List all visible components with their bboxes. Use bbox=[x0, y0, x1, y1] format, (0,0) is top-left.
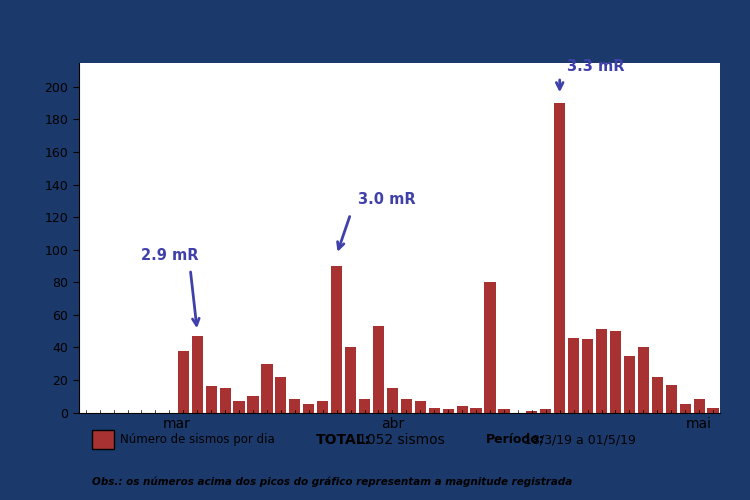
Bar bbox=[624, 356, 635, 412]
Bar bbox=[457, 406, 468, 412]
Bar bbox=[582, 339, 593, 412]
Bar bbox=[192, 336, 202, 412]
Bar bbox=[442, 409, 454, 412]
Bar bbox=[317, 401, 328, 412]
Text: 1052 sismos: 1052 sismos bbox=[358, 432, 445, 446]
Bar bbox=[610, 331, 621, 412]
Bar bbox=[387, 388, 398, 412]
Bar bbox=[666, 385, 676, 412]
FancyBboxPatch shape bbox=[92, 430, 114, 449]
Bar bbox=[707, 408, 718, 412]
Bar bbox=[275, 376, 286, 412]
Bar bbox=[680, 404, 691, 412]
Bar bbox=[429, 408, 439, 412]
Bar bbox=[206, 386, 217, 412]
Bar bbox=[303, 404, 314, 412]
Bar bbox=[248, 396, 259, 412]
Bar bbox=[526, 411, 538, 412]
Bar bbox=[554, 103, 566, 412]
Text: 3.3 mR: 3.3 mR bbox=[567, 59, 624, 74]
Bar bbox=[652, 376, 663, 412]
Text: 3.0 mR: 3.0 mR bbox=[358, 192, 416, 208]
Bar bbox=[178, 350, 189, 412]
Text: TOTAL:: TOTAL: bbox=[316, 432, 371, 446]
Bar bbox=[220, 388, 231, 412]
Bar bbox=[484, 282, 496, 412]
Bar bbox=[261, 364, 272, 412]
Bar bbox=[638, 348, 649, 412]
Text: Período:: Período: bbox=[486, 433, 544, 446]
Bar bbox=[540, 409, 551, 412]
Bar bbox=[233, 401, 244, 412]
Bar bbox=[596, 330, 607, 412]
Text: 2.9 mR: 2.9 mR bbox=[142, 248, 199, 262]
Bar bbox=[373, 326, 384, 412]
Bar bbox=[470, 408, 482, 412]
Bar bbox=[331, 266, 342, 412]
Bar bbox=[415, 401, 426, 412]
Bar bbox=[498, 409, 509, 412]
Text: Obs.: os números acima dos picos do gráfico representam a magnitude registrada: Obs.: os números acima dos picos do gráf… bbox=[92, 476, 572, 486]
Text: Número de sismos por dia: Número de sismos por dia bbox=[121, 433, 275, 446]
Bar bbox=[345, 348, 356, 412]
Bar bbox=[400, 400, 412, 412]
Bar bbox=[359, 400, 370, 412]
Text: 18/3/19 a 01/5/19: 18/3/19 a 01/5/19 bbox=[524, 433, 636, 446]
Bar bbox=[290, 400, 301, 412]
Bar bbox=[694, 400, 705, 412]
Bar bbox=[568, 338, 579, 412]
